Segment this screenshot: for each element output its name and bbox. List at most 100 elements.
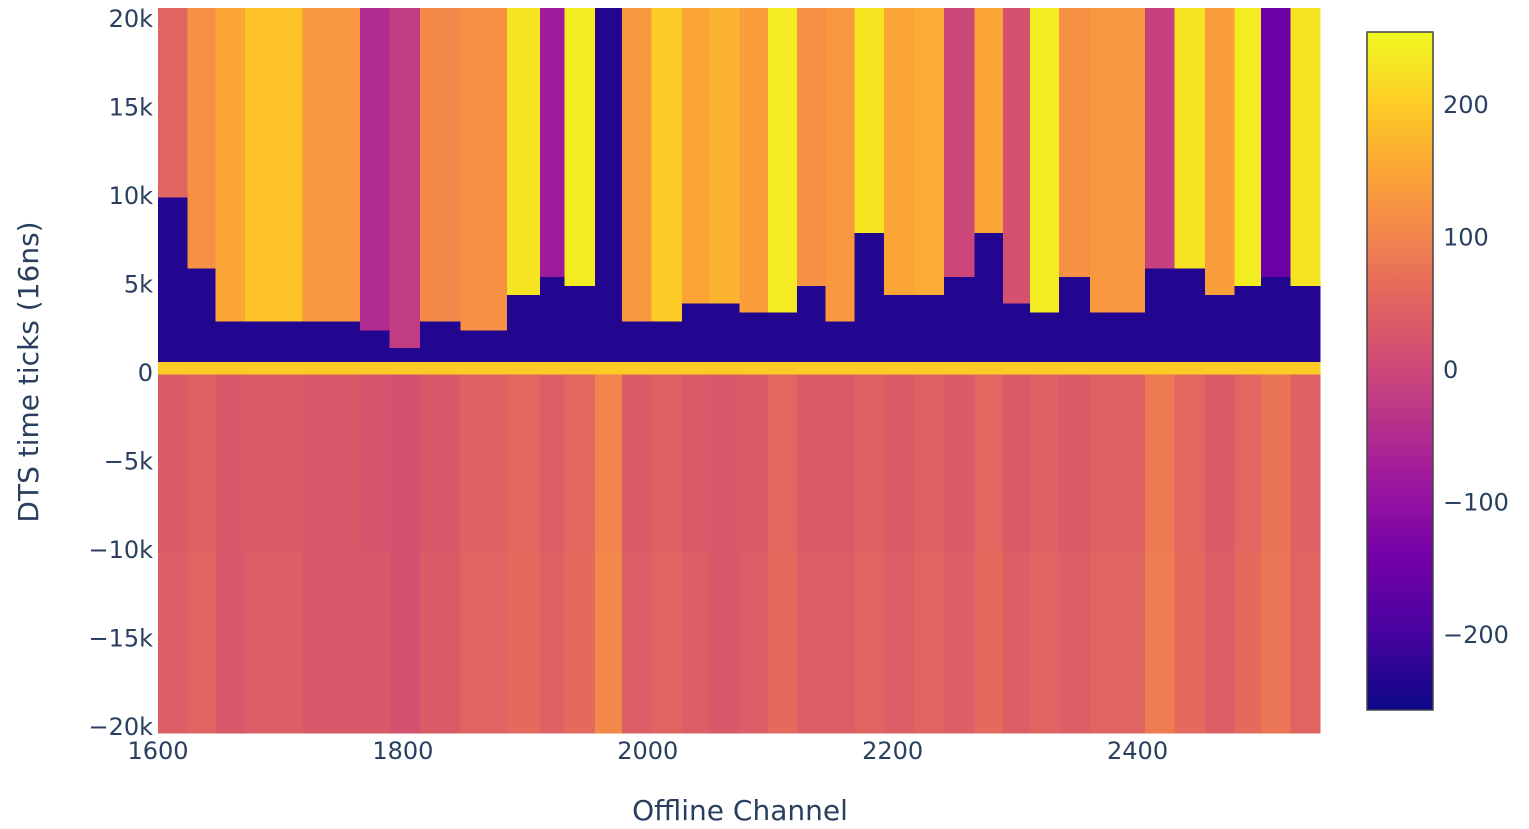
heatmap-cell [767, 347, 798, 363]
heatmap-cell [540, 276, 566, 287]
heatmap-cell [460, 232, 508, 260]
heatmap-cell [1261, 197, 1292, 233]
heatmap-cell [825, 347, 856, 363]
heatmap-cell [622, 374, 652, 552]
heatmap-cell [974, 232, 1004, 260]
heatmap-cell [540, 347, 566, 363]
heatmap-cell [1234, 551, 1262, 734]
heatmap-cell [651, 347, 683, 363]
heatmap-cell [1204, 347, 1235, 363]
heatmap-cell [389, 267, 421, 278]
heatmap-cell [1002, 276, 1031, 287]
heatmap-cell [1234, 320, 1262, 331]
heatmap-cell [974, 361, 1004, 375]
heatmap-cell [1089, 551, 1146, 734]
heatmap-cell [1174, 320, 1206, 331]
heatmap-cell [1002, 361, 1031, 375]
heatmap-cell [460, 8, 508, 198]
heatmap-cell [884, 329, 916, 348]
heatmap-cell [460, 551, 508, 734]
heatmap-cell [1290, 551, 1321, 734]
heatmap-cell [158, 276, 188, 287]
heatmap-cell [187, 312, 217, 322]
heatmap-cell [1261, 312, 1292, 322]
heatmap-cell [158, 312, 188, 322]
heatmap-cell [564, 232, 596, 260]
heatmap-cell [1174, 197, 1206, 233]
heatmap-cell [360, 258, 390, 269]
heatmap-cell [797, 258, 826, 269]
heatmap-cell [797, 197, 826, 233]
heatmap-cell [1234, 232, 1262, 260]
heatmap-cell [1089, 320, 1146, 331]
heatmap-cell [974, 374, 1004, 552]
heatmap-cell [914, 312, 945, 322]
heatmap-cell [1089, 312, 1146, 322]
heatmap-cell [389, 329, 421, 348]
heatmap-cell [651, 232, 683, 260]
heatmap-cell [767, 374, 798, 552]
heatmap-cell [1059, 276, 1091, 287]
heatmap-cell [914, 294, 945, 304]
heatmap-cell [944, 276, 976, 287]
heatmap-cell [1290, 347, 1321, 363]
heatmap-cell [564, 551, 596, 734]
heatmap-cell [739, 347, 769, 363]
heatmap-cell [884, 8, 916, 198]
heatmap-cell [854, 258, 885, 269]
heatmap-cell [884, 294, 916, 304]
heatmap-cell [506, 303, 541, 313]
heatmap-cell [540, 294, 566, 304]
heatmap-cell [797, 329, 826, 348]
heatmap-cell [389, 197, 421, 233]
colorbar-tick-label: −200 [1443, 621, 1509, 649]
heatmap-cell [854, 267, 885, 278]
heatmap-cell [215, 197, 246, 233]
heatmap-cell [360, 374, 390, 552]
heatmap-cell [1204, 320, 1235, 331]
heatmap-cell [1174, 232, 1206, 260]
heatmap-cell [914, 551, 945, 734]
heatmap-cell [1002, 8, 1031, 198]
heatmap-cell [506, 347, 541, 363]
heatmap-cell [884, 258, 916, 269]
heatmap-cell [158, 329, 188, 348]
heatmap-cell [540, 361, 566, 375]
heatmap-cell [158, 347, 188, 363]
heatmap-cell [1029, 312, 1060, 322]
heatmap-cell [622, 197, 652, 233]
heatmap-cell [187, 197, 217, 233]
heatmap-cell [1290, 267, 1321, 278]
heatmap-cell [797, 303, 826, 313]
heatmap-cell [854, 197, 885, 233]
heatmap-cell [1002, 312, 1031, 322]
heatmap-cell [739, 374, 769, 552]
heatmap-cell [825, 303, 856, 313]
heatmap-cell [944, 329, 976, 348]
heatmap-cell [564, 276, 596, 287]
heatmap-cell [1089, 294, 1146, 304]
heatmap-cell [215, 303, 246, 313]
heatmap-cell [709, 267, 741, 278]
heatmap-cell [1174, 329, 1206, 348]
heatmap-cell [974, 303, 1004, 313]
x-tick-label: 1600 [127, 737, 188, 765]
heatmap-cell [187, 8, 217, 198]
heatmap-cell [622, 285, 652, 295]
heatmap-cell [1204, 258, 1235, 269]
heatmap-cell [244, 361, 303, 375]
heatmap-cell [825, 320, 856, 331]
heatmap-cell [460, 258, 508, 269]
x-tick-label: 2400 [1107, 737, 1168, 765]
heatmap-cell [1174, 285, 1206, 295]
heatmap-cell [540, 267, 566, 278]
heatmap-cell [420, 329, 461, 348]
heatmap-cell [622, 258, 652, 269]
heatmap-cell [709, 303, 741, 313]
heatmap-cell [1029, 276, 1060, 287]
heatmap-cell [595, 197, 623, 233]
heatmap-cell [944, 285, 976, 295]
heatmap-cell [420, 258, 461, 269]
heatmap-cell [244, 294, 303, 304]
heatmap-cell [944, 294, 976, 304]
